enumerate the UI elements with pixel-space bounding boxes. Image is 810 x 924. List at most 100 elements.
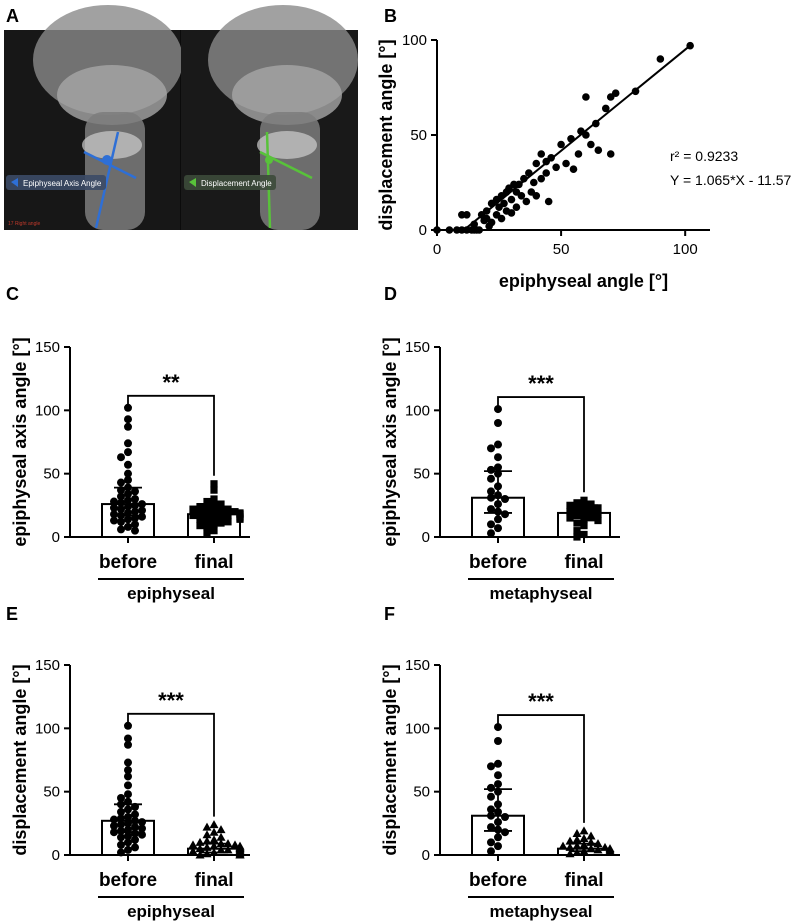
data-point (501, 495, 509, 503)
scatter-point (544, 197, 553, 206)
data-point (117, 807, 125, 816)
y-tick-label: 100 (405, 720, 430, 737)
y-axis-title: epiphyseal axis angle [°] (10, 337, 30, 546)
scatter-point (532, 192, 541, 200)
data-point (124, 740, 132, 749)
scatter-point (601, 104, 610, 113)
data-point (124, 832, 132, 840)
data-point (566, 514, 574, 522)
data-point (138, 824, 146, 833)
data-point (605, 846, 615, 855)
y-tick-label: 0 (52, 847, 60, 864)
data-point (573, 511, 581, 520)
data-point (487, 487, 495, 496)
scatter-point (433, 226, 441, 234)
significance-bracket (127, 712, 215, 817)
data-point (210, 480, 218, 488)
data-point (236, 515, 244, 523)
scatter-point (569, 165, 578, 173)
significance-stars: ** (162, 370, 180, 395)
data-point (230, 840, 240, 849)
scatter-point (552, 163, 560, 172)
data-point (138, 512, 146, 521)
scatter-point (537, 174, 546, 183)
category-label-before: before (469, 552, 527, 573)
data-point (189, 511, 197, 520)
data-point (117, 833, 125, 842)
data-point (203, 510, 211, 518)
data-point (209, 820, 219, 829)
data-point (131, 495, 139, 503)
data-point (216, 845, 226, 854)
y-tick-label: 50 (43, 466, 60, 483)
data-point (217, 519, 225, 527)
regression-equation: Y = 1.065*X - 11.57 (670, 172, 792, 188)
y-tick-label: 100 (35, 402, 60, 419)
category-label-before: before (99, 870, 157, 891)
panel-letter-a: A (6, 6, 19, 26)
data-point (572, 835, 582, 844)
data-point (131, 487, 139, 496)
data-point (487, 505, 495, 514)
data-point (196, 515, 204, 523)
data-point (600, 842, 610, 851)
data-point (494, 440, 502, 449)
data-point (203, 504, 211, 512)
category-label-final: final (564, 552, 603, 573)
data-point (224, 518, 232, 526)
data-point (580, 522, 588, 530)
data-point (494, 842, 502, 851)
data-point (494, 737, 502, 745)
data-point (189, 505, 197, 513)
xray-left-image (4, 5, 183, 230)
data-point (117, 814, 125, 823)
data-point (572, 828, 582, 837)
scatter-point (587, 140, 595, 149)
y-tick-label: 0 (422, 847, 430, 864)
data-point (210, 527, 218, 535)
data-point (487, 474, 495, 483)
data-point (494, 515, 502, 524)
label-epiphyseal-axis-angle: Epiphyseal Axis Angle (6, 175, 106, 190)
panel-letter-e: E (6, 604, 18, 624)
scatter-point (606, 150, 615, 158)
data-point (203, 529, 211, 537)
data-point (573, 505, 581, 513)
data-point (231, 508, 239, 516)
panel-b-scatter: B displacement angle [°] epiphyseal angl… (376, 6, 792, 291)
scatter-point (482, 207, 491, 215)
data-point (209, 827, 219, 836)
data-point (110, 516, 118, 525)
category-label-final: final (564, 870, 603, 891)
data-point (579, 834, 589, 843)
scatter-y-axis-title: displacement angle [°] (376, 39, 396, 230)
data-point (573, 519, 581, 527)
y-axis-title: epiphyseal axis angle [°] (380, 337, 400, 546)
data-point (580, 496, 588, 504)
data-point (138, 500, 146, 509)
scatter-point (529, 178, 538, 187)
blue-angle-icon (11, 178, 18, 187)
scatter-point (487, 218, 496, 227)
data-point (487, 823, 495, 832)
data-point (494, 463, 502, 472)
scatter-point (507, 195, 516, 204)
y-tick-label: 150 (35, 657, 60, 674)
data-point (195, 844, 205, 853)
data-point (210, 495, 218, 503)
data-point (202, 842, 212, 851)
data-point (124, 476, 132, 484)
data-point (110, 821, 118, 830)
y-tick-label: 150 (405, 339, 430, 356)
data-point (202, 830, 212, 839)
data-point (587, 513, 595, 521)
data-point (487, 444, 495, 453)
scatter-point (547, 154, 555, 162)
data-point (124, 758, 132, 767)
data-point (580, 530, 588, 539)
scatter-point (656, 55, 665, 63)
data-point (501, 813, 509, 821)
scatter-point (515, 180, 523, 189)
scatter-point (611, 89, 620, 97)
